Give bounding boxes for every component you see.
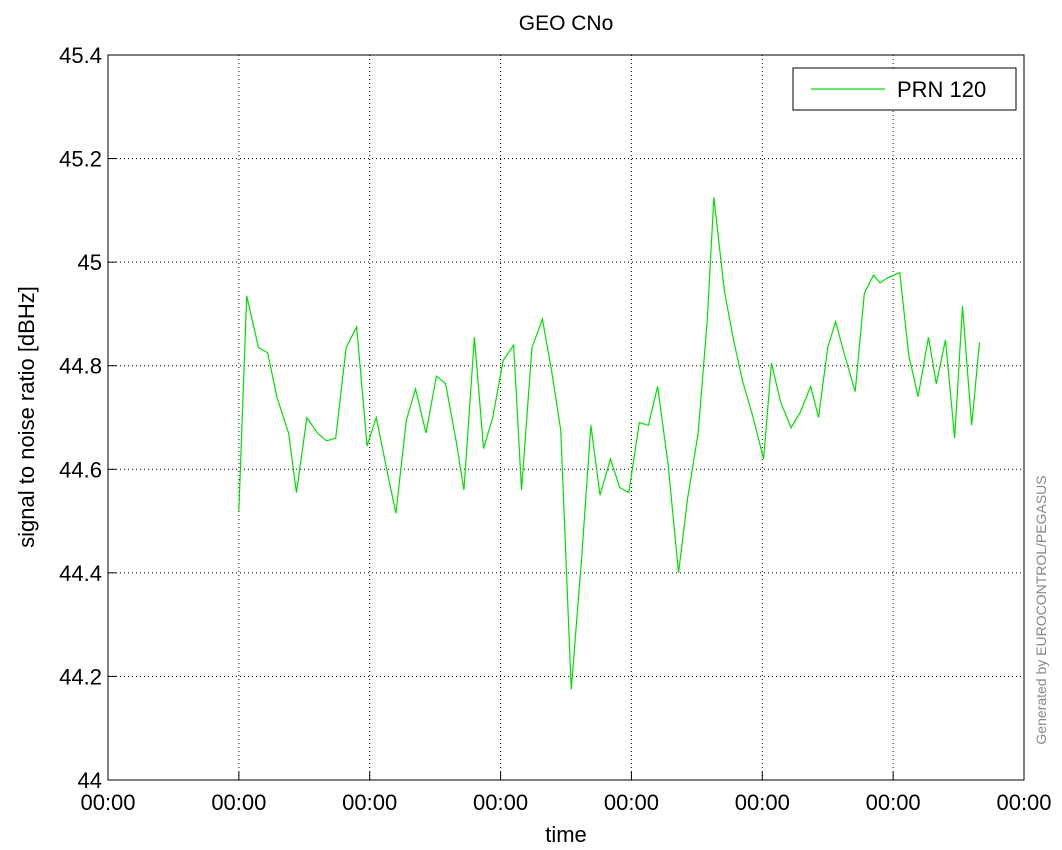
y-tick-label: 44 xyxy=(78,768,102,793)
watermark: Generated by EUROCONTROL/PEGASUS xyxy=(1033,475,1049,744)
x-tick-label: 00:00 xyxy=(604,790,659,815)
x-tick-label: 00:00 xyxy=(80,790,135,815)
chart-title: GEO CNo xyxy=(519,12,614,35)
x-tick-label: 00:00 xyxy=(342,790,397,815)
y-tick-label: 45.4 xyxy=(59,43,102,68)
x-tick-label: 00:00 xyxy=(473,790,528,815)
y-tick-label: 44.6 xyxy=(59,457,102,482)
y-tick-label: 44.4 xyxy=(59,561,102,586)
y-tick-label: 45.2 xyxy=(59,147,102,172)
y-tick-label: 45 xyxy=(78,250,102,275)
y-tick-label: 44.8 xyxy=(59,354,102,379)
y-tick-label: 44.2 xyxy=(59,664,102,689)
x-axis-label: time xyxy=(545,822,587,847)
x-tick-label: 00:00 xyxy=(211,790,266,815)
x-tick-label: 00:00 xyxy=(735,790,790,815)
plot-area xyxy=(107,54,1025,781)
y-axis-label: signal to noise ratio [dBHz] xyxy=(14,286,39,548)
x-tick-label: 00:00 xyxy=(866,790,921,815)
x-tick-label: 00:00 xyxy=(996,790,1051,815)
data-line xyxy=(238,197,981,690)
legend-label: PRN 120 xyxy=(897,77,986,102)
